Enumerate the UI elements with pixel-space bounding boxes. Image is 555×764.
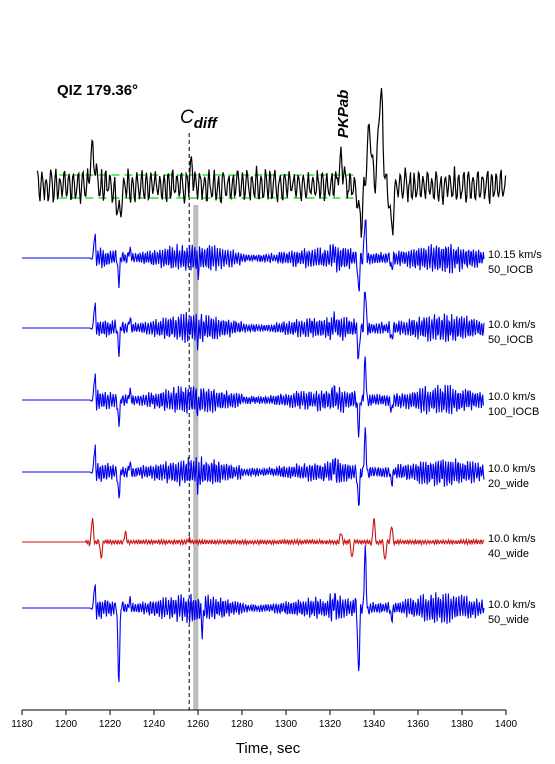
trace-label-velocity: 10.0 km/s	[488, 533, 536, 545]
x-tick-label: 1280	[231, 719, 254, 730]
trace-label-model: 50_wide	[488, 614, 529, 626]
x-tick-label: 1240	[143, 719, 166, 730]
x-tick-label: 1200	[55, 719, 78, 730]
synthetic-trace	[22, 545, 485, 683]
synthetic-trace	[22, 427, 485, 506]
trace-label-model: 50_IOCB	[488, 334, 533, 346]
x-axis-ticks: 1180 1200 1220 1240 1260 1280 1300 1320 1340 1360…	[11, 710, 518, 730]
trace-label-model: 50_IOCB	[488, 264, 533, 276]
trace-label-model: 40_wide	[488, 548, 529, 560]
trace-label-model: 100_IOCB	[488, 406, 539, 418]
synthetic-trace	[22, 291, 485, 360]
x-tick-label: 1340	[363, 719, 386, 730]
trace-label-velocity: 10.0 km/s	[488, 463, 536, 475]
observed-trace	[36, 88, 507, 238]
synthetic-trace	[22, 219, 485, 292]
x-tick-label: 1380	[451, 719, 474, 730]
traces-group	[22, 88, 507, 683]
synthetic-trace	[22, 518, 485, 561]
cdiff-label-main: C	[180, 107, 194, 128]
trace-label-velocity: 10.0 km/s	[488, 599, 536, 611]
cdiff-label-subscript: diff	[194, 115, 219, 132]
x-tick-label: 1220	[99, 719, 122, 730]
synthetic-trace	[22, 356, 485, 438]
x-tick-label: 1260	[187, 719, 210, 730]
pkpab-label: PKPab	[335, 90, 352, 138]
x-tick-label: 1180	[11, 719, 33, 730]
x-tick-label: 1400	[495, 719, 518, 730]
trace-label-velocity: 10.0 km/s	[488, 391, 536, 403]
trace-labels-group: 10.15 km/s 50_IOCB 10.0 km/s 50_IOCB 10.0 km…	[488, 249, 542, 626]
trace-label-velocity: 10.0 km/s	[488, 319, 536, 331]
station-title: QIZ 179.36°	[57, 82, 138, 99]
trace-label-model: 20_wide	[488, 478, 529, 490]
cdiff-label: Cdiff	[180, 107, 219, 132]
x-axis-title: Time, sec	[236, 740, 301, 757]
trace-label-velocity: 10.15 km/s	[488, 249, 542, 261]
x-tick-label: 1360	[407, 719, 430, 730]
x-tick-label: 1320	[319, 719, 342, 730]
x-tick-label: 1300	[275, 719, 298, 730]
